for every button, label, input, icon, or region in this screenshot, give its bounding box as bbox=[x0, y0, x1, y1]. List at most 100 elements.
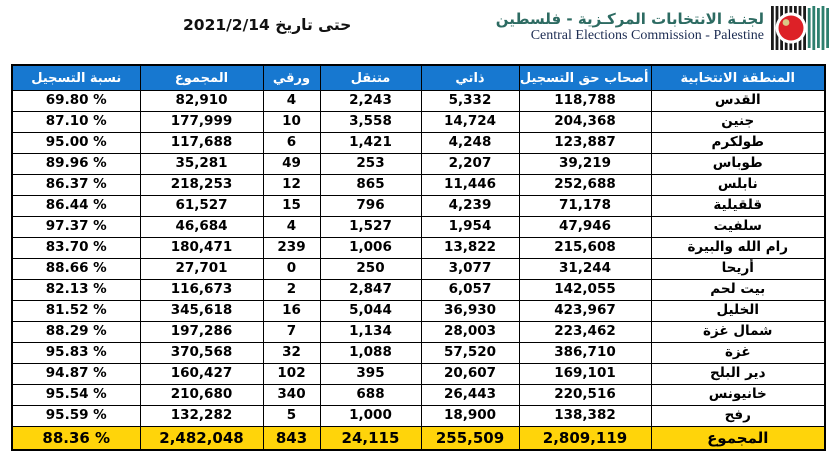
cell-total: 27,701 bbox=[139, 258, 264, 280]
cell-total: 35,281 bbox=[139, 153, 264, 175]
cell-paper: 12 bbox=[262, 174, 321, 196]
cell-mobile: 1,421 bbox=[319, 132, 422, 154]
cell-self: 26,443 bbox=[420, 384, 520, 406]
col-header-mobile: متنقل bbox=[319, 64, 422, 91]
table-row: دير البلح 169,101 20,607 395 102 160,427… bbox=[11, 363, 826, 385]
cell-eligible: 169,101 bbox=[518, 363, 652, 385]
cell-self: 4,239 bbox=[420, 195, 520, 217]
cell-pct: 69.80 % bbox=[11, 90, 141, 112]
cell-district: القدس bbox=[650, 90, 826, 112]
cell-paper: 0 bbox=[262, 258, 321, 280]
cell-paper: 2 bbox=[262, 279, 321, 301]
cell-total: 210,680 bbox=[139, 384, 264, 406]
cell-pct: 88.66 % bbox=[11, 258, 141, 280]
registration-table-container: المنطقة الانتخابية أصحاب حق التسجيل ذاتي… bbox=[11, 64, 826, 451]
cell-mobile: 1,006 bbox=[319, 237, 422, 259]
cell-pct: 88.29 % bbox=[11, 321, 141, 343]
cell-district: رفح bbox=[650, 405, 826, 427]
cell-pct: 95.59 % bbox=[11, 405, 141, 427]
cell-self: 13,822 bbox=[420, 237, 520, 259]
total-cell-paper: 843 bbox=[262, 426, 321, 451]
cell-self: 36,930 bbox=[420, 300, 520, 322]
col-header-eligible: أصحاب حق التسجيل bbox=[518, 64, 652, 91]
cell-mobile: 253 bbox=[319, 153, 422, 175]
cell-paper: 4 bbox=[262, 216, 321, 238]
cell-mobile: 3,558 bbox=[319, 111, 422, 133]
org-name-english: Central Elections Commission - Palestine bbox=[530, 28, 764, 44]
cell-district: نابلس bbox=[650, 174, 826, 196]
cell-district: طولكرم bbox=[650, 132, 826, 154]
total-cell-district: المجموع bbox=[650, 426, 826, 451]
table-row: رام الله والبيرة 215,608 13,822 1,006 23… bbox=[11, 237, 826, 259]
cell-pct: 83.70 % bbox=[11, 237, 141, 259]
col-header-self: ذاتي bbox=[420, 64, 520, 91]
cell-mobile: 796 bbox=[319, 195, 422, 217]
cell-pct: 94.87 % bbox=[11, 363, 141, 385]
cell-district: رام الله والبيرة bbox=[650, 237, 826, 259]
table-row: رفح 138,382 18,900 1,000 5 132,282 95.59… bbox=[11, 405, 826, 427]
cell-mobile: 250 bbox=[319, 258, 422, 280]
table-body: القدس 118,788 5,332 2,243 4 82,910 69.80… bbox=[11, 90, 826, 427]
cell-self: 57,520 bbox=[420, 342, 520, 364]
cell-self: 4,248 bbox=[420, 132, 520, 154]
table-total-row: المجموع 2,809,119 255,509 24,115 843 2,4… bbox=[11, 426, 826, 451]
cell-mobile: 1,134 bbox=[319, 321, 422, 343]
table-row: شمال غزة 223,462 28,003 1,134 7 197,286 … bbox=[11, 321, 826, 343]
table-row: جنين 204,368 14,724 3,558 10 177,999 87.… bbox=[11, 111, 826, 133]
cell-eligible: 204,368 bbox=[518, 111, 652, 133]
cell-paper: 10 bbox=[262, 111, 321, 133]
cell-total: 117,688 bbox=[139, 132, 264, 154]
cell-self: 14,724 bbox=[420, 111, 520, 133]
table-row: أريحا 31,244 3,077 250 0 27,701 88.66 % bbox=[11, 258, 826, 280]
cell-self: 1,954 bbox=[420, 216, 520, 238]
cell-total: 160,427 bbox=[139, 363, 264, 385]
cell-district: الخليل bbox=[650, 300, 826, 322]
cell-self: 2,207 bbox=[420, 153, 520, 175]
cell-mobile: 395 bbox=[319, 363, 422, 385]
cell-pct: 89.96 % bbox=[11, 153, 141, 175]
cell-eligible: 386,710 bbox=[518, 342, 652, 364]
cell-self: 11,446 bbox=[420, 174, 520, 196]
cell-paper: 5 bbox=[262, 405, 321, 427]
cell-paper: 32 bbox=[262, 342, 321, 364]
cell-total: 61,527 bbox=[139, 195, 264, 217]
col-header-paper: ورقي bbox=[262, 64, 321, 91]
cell-paper: 4 bbox=[262, 90, 321, 112]
cell-eligible: 47,946 bbox=[518, 216, 652, 238]
cell-paper: 239 bbox=[262, 237, 321, 259]
cell-eligible: 142,055 bbox=[518, 279, 652, 301]
cell-eligible: 423,967 bbox=[518, 300, 652, 322]
cell-self: 28,003 bbox=[420, 321, 520, 343]
org-brand: لجنـة الانتخابات المركـزية - فلسطين Cent… bbox=[496, 6, 829, 50]
cell-mobile: 5,044 bbox=[319, 300, 422, 322]
col-header-district: المنطقة الانتخابية bbox=[650, 64, 826, 91]
cell-paper: 340 bbox=[262, 384, 321, 406]
cell-total: 197,286 bbox=[139, 321, 264, 343]
cell-district: غزة bbox=[650, 342, 826, 364]
org-name-arabic: لجنـة الانتخابات المركـزية - فلسطين bbox=[495, 9, 764, 28]
cell-paper: 49 bbox=[262, 153, 321, 175]
cell-total: 370,568 bbox=[139, 342, 264, 364]
registration-table: المنطقة الانتخابية أصحاب حق التسجيل ذاتي… bbox=[11, 64, 826, 451]
cell-eligible: 118,788 bbox=[518, 90, 652, 112]
cell-total: 82,910 bbox=[139, 90, 264, 112]
cell-self: 18,900 bbox=[420, 405, 520, 427]
cell-pct: 95.83 % bbox=[11, 342, 141, 364]
cell-total: 116,673 bbox=[139, 279, 264, 301]
cell-district: جنين bbox=[650, 111, 826, 133]
cell-pct: 81.52 % bbox=[11, 300, 141, 322]
table-row: سلفيت 47,946 1,954 1,527 4 46,684 97.37 … bbox=[11, 216, 826, 238]
cell-mobile: 1,000 bbox=[319, 405, 422, 427]
cell-paper: 16 bbox=[262, 300, 321, 322]
cell-mobile: 2,847 bbox=[319, 279, 422, 301]
cell-district: طوباس bbox=[650, 153, 826, 175]
cell-pct: 95.00 % bbox=[11, 132, 141, 154]
cell-district: خانيونس bbox=[650, 384, 826, 406]
cell-district: أريحا bbox=[650, 258, 826, 280]
cell-pct: 87.10 % bbox=[11, 111, 141, 133]
cell-pct: 95.54 % bbox=[11, 384, 141, 406]
table-row: بيت لحم 142,055 6,057 2,847 2 116,673 82… bbox=[11, 279, 826, 301]
col-header-total: المجموع bbox=[139, 64, 264, 91]
table-row: القدس 118,788 5,332 2,243 4 82,910 69.80… bbox=[11, 90, 826, 112]
cell-district: شمال غزة bbox=[650, 321, 826, 343]
